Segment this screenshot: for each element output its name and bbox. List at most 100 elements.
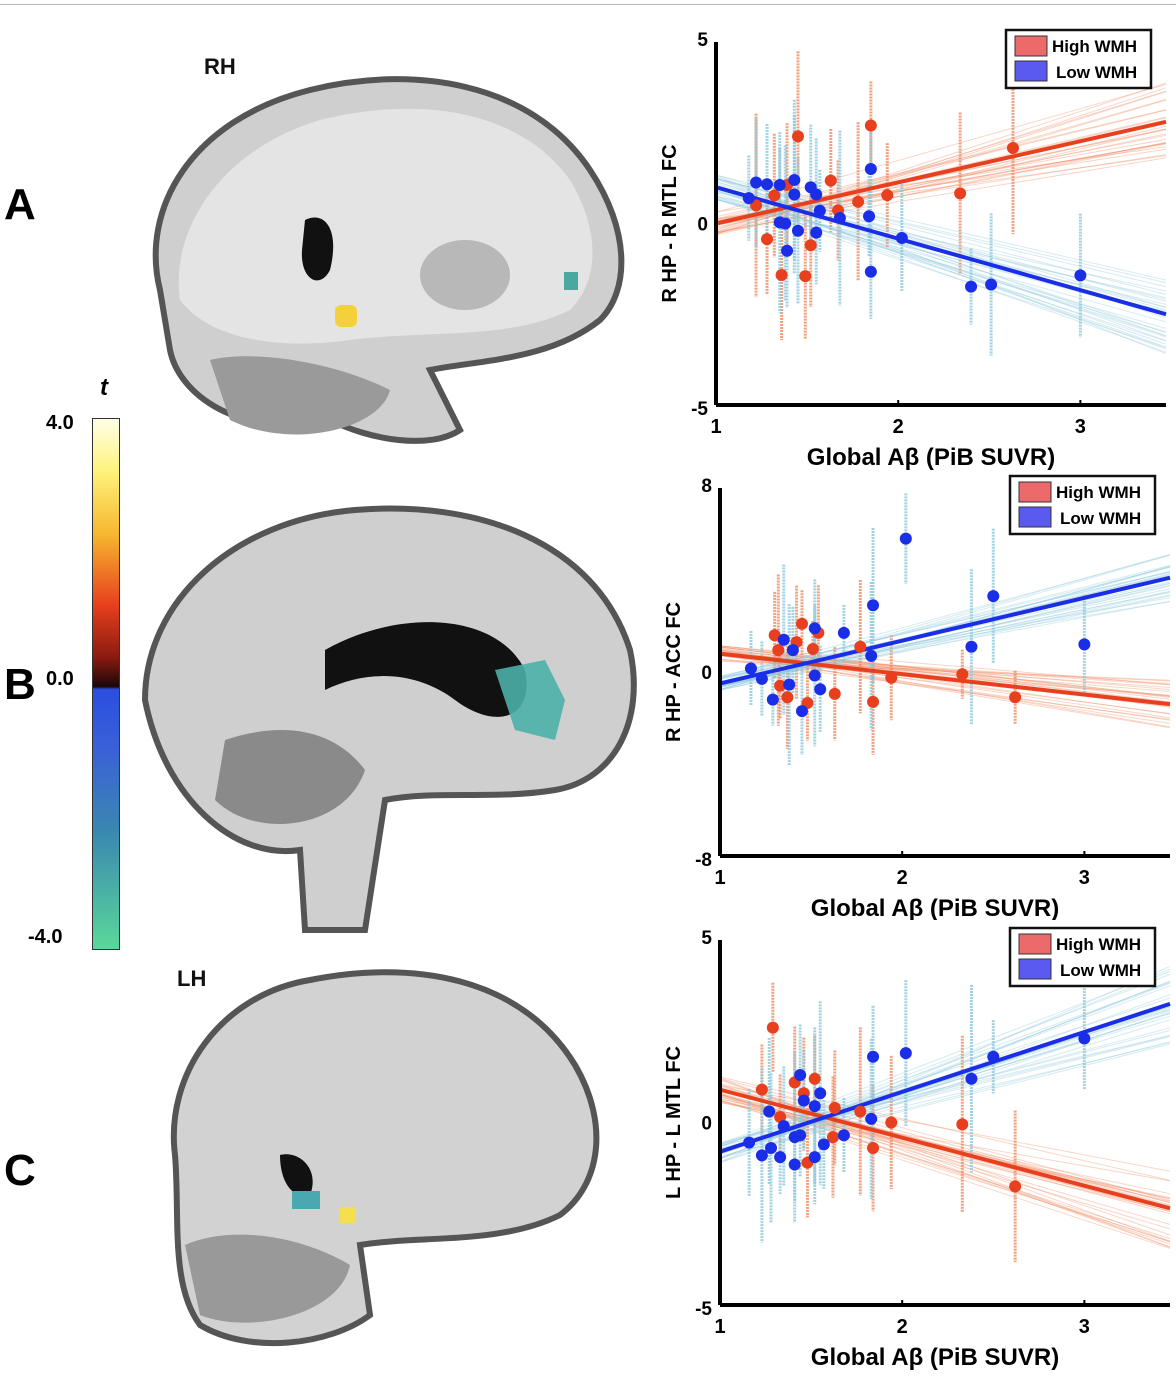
data-point-high-wmh: [795, 617, 808, 630]
data-point-low-wmh: [788, 1158, 801, 1171]
data-point-high-wmh: [1006, 141, 1019, 154]
bootstrap-fit-line: [715, 198, 1167, 333]
data-point-low-wmh: [765, 1142, 778, 1155]
y-tick-label: 8: [701, 476, 712, 497]
bootstrap-fit-line: [715, 125, 1167, 234]
activation-blob-positive: [335, 305, 357, 327]
data-point-high-wmh: [826, 1131, 839, 1144]
bootstrap-fit-line: [715, 128, 1167, 236]
data-point-low-wmh: [985, 278, 998, 291]
data-point-low-wmh: [837, 1129, 850, 1142]
data-point-low-wmh: [864, 265, 877, 278]
legend-swatch-high-wmh: [1014, 35, 1048, 57]
bootstrap-fit-line: [715, 109, 1167, 220]
bootstrap-fit-line: [715, 195, 1167, 342]
bootstrap-fit-line: [719, 1013, 1171, 1154]
panel-label-c: C: [4, 1146, 36, 1195]
data-point-low-wmh: [1074, 269, 1087, 282]
bootstrap-fit-line: [719, 646, 1171, 704]
bootstrap-fit-line: [715, 146, 1167, 213]
data-point-low-wmh: [781, 244, 794, 257]
bootstrap-fit-line: [715, 142, 1167, 225]
data-point-low-wmh: [865, 1112, 878, 1125]
x-axis-label: Global Aβ (PiB SUVR): [811, 1344, 1059, 1371]
data-point-low-wmh: [864, 163, 877, 176]
data-point-low-wmh: [783, 678, 796, 691]
data-point-high-wmh: [828, 1101, 841, 1114]
data-point-low-wmh: [794, 1069, 807, 1082]
fit-line-low-wmh: [719, 575, 1171, 686]
data-point-low-wmh: [808, 1100, 821, 1113]
bootstrap-fit-line: [715, 195, 1167, 299]
data-point-low-wmh: [743, 1136, 756, 1149]
bootstrap-fit-line: [719, 1092, 1171, 1243]
brain-slice-sagittal-right: [152, 76, 625, 444]
data-point-low-wmh: [867, 1050, 880, 1063]
bootstrap-fit-line: [719, 1077, 1171, 1202]
data-point-high-wmh: [750, 199, 763, 212]
data-point-low-wmh: [755, 672, 768, 685]
data-point-low-wmh: [837, 626, 850, 639]
x-tick-label: 2: [893, 416, 904, 438]
bootstrap-fit-line: [719, 654, 1171, 686]
data-point-low-wmh: [810, 188, 823, 201]
data-point-low-wmh: [742, 192, 755, 205]
data-point-low-wmh: [987, 590, 1000, 603]
data-point-low-wmh: [895, 232, 908, 245]
brain-slice-sagittal-midline: [141, 505, 637, 933]
data-point-high-wmh: [828, 687, 841, 700]
data-point-low-wmh: [788, 188, 801, 201]
bootstrap-fit-line: [719, 584, 1171, 688]
data-point-low-wmh: [965, 1072, 978, 1085]
data-point-high-wmh: [766, 1021, 779, 1034]
legend-label-low-wmh: Low WMH: [1060, 961, 1141, 980]
bootstrap-fit-line: [719, 1077, 1171, 1242]
bootstrap-fit-line: [719, 571, 1171, 678]
data-point-high-wmh: [864, 119, 877, 132]
data-point-high-wmh: [881, 189, 894, 202]
data-point-low-wmh: [987, 1050, 1000, 1063]
data-point-low-wmh: [761, 178, 774, 191]
bootstrap-fit-line: [719, 591, 1171, 686]
data-point-high-wmh: [867, 1142, 880, 1155]
data-point-low-wmh: [808, 622, 821, 635]
data-point-high-wmh: [774, 1111, 787, 1124]
bootstrap-fit-line: [719, 571, 1171, 677]
data-point-high-wmh: [768, 189, 781, 202]
bootstrap-fit-line: [719, 565, 1171, 690]
fit-line-high-wmh: [719, 1087, 1171, 1211]
colorbar-min-label: -4.0: [28, 926, 63, 948]
y-tick-label: 0: [701, 1114, 712, 1135]
data-point-high-wmh: [885, 1116, 898, 1129]
bootstrap-fit-line: [719, 968, 1171, 1145]
bootstrap-fit-line: [719, 1082, 1171, 1204]
data-point-low-wmh: [786, 644, 799, 657]
activation-blob-negative: [564, 272, 578, 290]
bootstrap-fit-line: [715, 143, 1167, 234]
bootstrap-fit-line: [715, 154, 1167, 226]
data-point-low-wmh: [750, 176, 763, 189]
data-point-low-wmh: [774, 1151, 787, 1164]
fit-line-low-wmh: [715, 185, 1167, 317]
bootstrap-fit-line: [719, 600, 1171, 686]
data-point-low-wmh: [814, 1087, 827, 1100]
data-point-high-wmh: [1009, 691, 1022, 704]
data-point-low-wmh: [1078, 1032, 1091, 1045]
data-point-high-wmh: [761, 233, 774, 246]
bootstrap-fit-line: [715, 198, 1167, 329]
data-point-low-wmh: [795, 705, 808, 718]
y-tick-label: 0: [701, 663, 712, 684]
bootstrap-fit-line: [719, 566, 1171, 690]
data-point-high-wmh: [852, 195, 865, 208]
data-point-high-wmh: [768, 629, 781, 642]
data-point-low-wmh: [808, 1151, 821, 1164]
data-point-low-wmh: [777, 1120, 790, 1133]
scatter-chart-b: 1 2 3 8 0 -8 Global Aβ (PiB SUVR) R HP - ACC FC…: [663, 474, 1171, 920]
legend-label-high-wmh: High WMH: [1052, 37, 1137, 56]
bootstrap-fit-line: [715, 177, 1167, 308]
bootstrap-fit-line: [719, 591, 1171, 691]
data-point-high-wmh: [774, 679, 787, 692]
data-point-high-wmh: [775, 269, 788, 282]
data-point-high-wmh: [885, 671, 898, 684]
bootstrap-fit-line: [715, 188, 1167, 348]
